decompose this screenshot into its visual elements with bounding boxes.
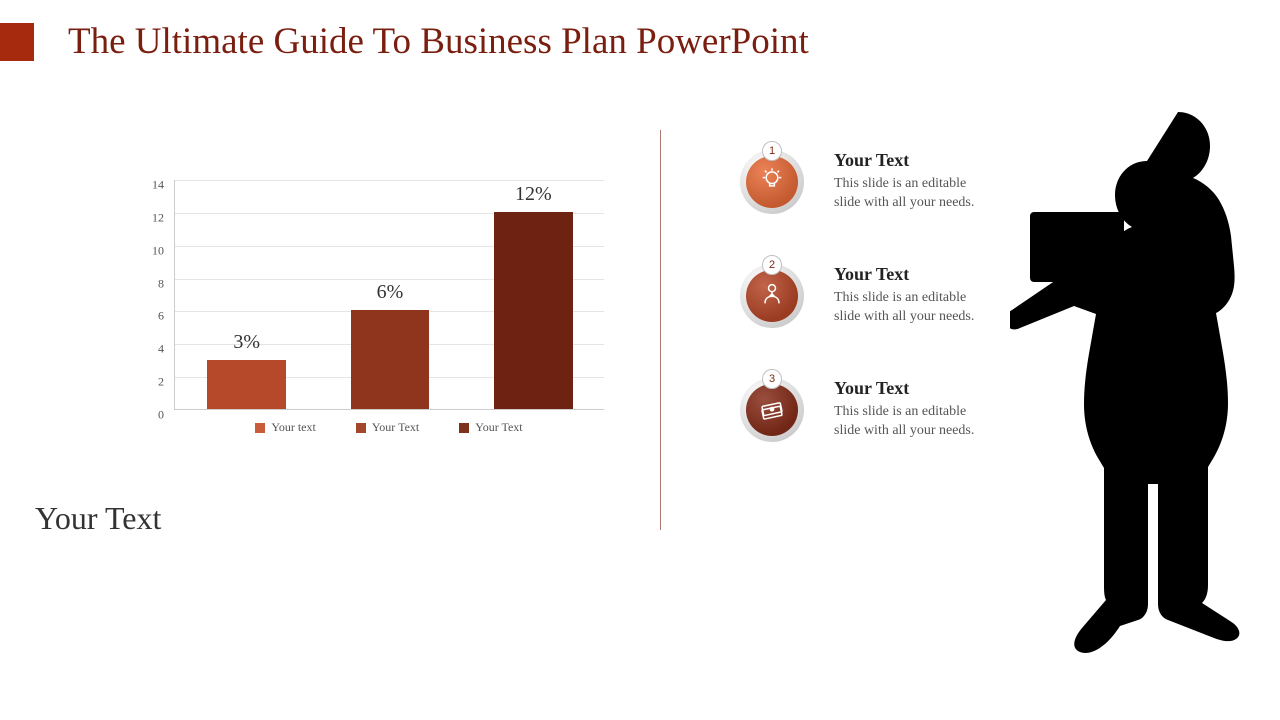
bullet-row: 1 Your Text This slide is an editable slid… xyxy=(740,150,1040,214)
vertical-divider xyxy=(660,130,661,530)
bullet-text: Your Text This slide is an editable slide… xyxy=(834,264,984,327)
medallion-inner xyxy=(746,156,798,208)
person-icon xyxy=(758,280,786,313)
bullet-number-badge: 3 xyxy=(762,369,782,389)
legend-item: Your text xyxy=(255,420,315,435)
chart-legend: Your text Your Text Your Text xyxy=(174,420,604,435)
bullet-medallion: 2 xyxy=(740,264,804,328)
y-tick-label: 4 xyxy=(158,342,164,357)
lightbulb-icon xyxy=(758,166,786,199)
chart-y-axis: 02468101214 xyxy=(140,180,170,410)
bullet-medallion: 1 xyxy=(740,150,804,214)
legend-swatch xyxy=(356,423,366,433)
bullet-description: This slide is an editable slide with all… xyxy=(834,289,984,327)
y-tick-label: 6 xyxy=(158,309,164,324)
y-tick-label: 2 xyxy=(158,375,164,390)
chart-bar xyxy=(207,360,286,409)
y-tick-label: 14 xyxy=(152,178,164,193)
slide-title: The Ultimate Guide To Business Plan Powe… xyxy=(68,20,809,63)
bar-value-label: 6% xyxy=(377,281,404,304)
medallion-inner xyxy=(746,270,798,322)
title-accent-box xyxy=(0,23,34,61)
legend-label: Your text xyxy=(271,420,315,435)
bar-value-label: 12% xyxy=(515,183,552,206)
subtitle-text: Your Text xyxy=(35,500,161,537)
y-tick-label: 12 xyxy=(152,210,164,225)
bullet-number-badge: 2 xyxy=(762,255,782,275)
y-tick-label: 8 xyxy=(158,276,164,291)
bullet-heading: Your Text xyxy=(834,150,984,171)
legend-item: Your Text xyxy=(459,420,522,435)
chart-plot-area: 3% 6% 12% xyxy=(174,180,604,410)
chart-gridline xyxy=(175,180,604,181)
bullet-row: 2 Your Text This slide is an editable slid… xyxy=(740,264,1040,328)
bullet-heading: Your Text xyxy=(834,264,984,285)
legend-label: Your Text xyxy=(372,420,419,435)
legend-label: Your Text xyxy=(475,420,522,435)
legend-swatch xyxy=(255,423,265,433)
bullet-row: 3 Your Text This slide is an editable slid… xyxy=(740,378,1040,442)
legend-swatch xyxy=(459,423,469,433)
bullet-heading: Your Text xyxy=(834,378,984,399)
medallion-inner xyxy=(746,384,798,436)
y-tick-label: 10 xyxy=(152,243,164,258)
title-block: The Ultimate Guide To Business Plan Powe… xyxy=(0,20,809,63)
bullet-description: This slide is an editable slide with all… xyxy=(834,175,984,213)
bullet-list: 1 Your Text This slide is an editable slid… xyxy=(740,150,1040,492)
y-tick-label: 0 xyxy=(158,408,164,423)
legend-item: Your Text xyxy=(356,420,419,435)
person-silhouette xyxy=(1010,100,1280,720)
bullet-description: This slide is an editable slide with all… xyxy=(834,403,984,441)
bullet-number-badge: 1 xyxy=(762,141,782,161)
chart-bar xyxy=(351,310,430,409)
slide: The Ultimate Guide To Business Plan Powe… xyxy=(0,0,1280,720)
bar-value-label: 3% xyxy=(233,331,260,354)
chart-bar xyxy=(494,212,573,409)
bar-chart: 02468101214 3%6%12% Your textYour TextYo… xyxy=(140,175,610,435)
bullet-medallion: 3 xyxy=(740,378,804,442)
bullet-text: Your Text This slide is an editable slide… xyxy=(834,378,984,441)
bullet-text: Your Text This slide is an editable slide… xyxy=(834,150,984,213)
money-icon xyxy=(758,394,786,427)
